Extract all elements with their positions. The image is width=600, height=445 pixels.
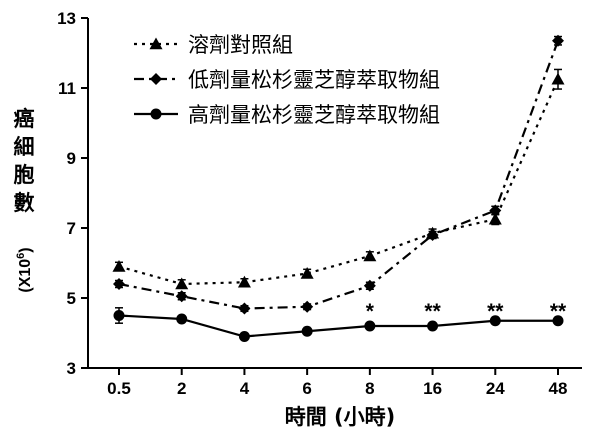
data-point: [489, 204, 502, 217]
significance-marker: *: [366, 300, 375, 323]
legend-marker: [150, 73, 162, 85]
data-point: [112, 260, 126, 272]
y-axis-title-char-1: 癌: [14, 107, 35, 131]
x-tick-label: 24: [486, 379, 505, 398]
x-axis-title: 時間 (小時): [285, 405, 396, 429]
x-tick-label: 6: [302, 379, 311, 398]
data-point: [551, 72, 565, 85]
y-axis-title: 癌 細 胞 數: [14, 107, 35, 215]
x-tick-label: 48: [549, 379, 568, 398]
y-axis-title-char-3: 胞: [14, 163, 35, 187]
series-2: [113, 34, 564, 315]
legend-item-2: 低劑量松杉靈芝醇萃取物組: [134, 68, 440, 92]
data-point: [301, 325, 313, 337]
y-tick-label: 11: [58, 79, 76, 98]
significance-marker: **: [424, 300, 441, 323]
significance-marker: **: [487, 300, 504, 323]
series-line: [118, 40, 560, 310]
significance-marker: **: [550, 300, 567, 323]
y-tick-label: 13: [57, 9, 76, 28]
legend-item-1: 溶劑對照組: [134, 33, 293, 57]
data-point: [238, 302, 251, 315]
y-axis-unit-prefix: (X10: [17, 259, 34, 293]
y-axis-unit-exponent: 6: [15, 253, 27, 259]
y-tick-label: 3: [67, 359, 76, 378]
legend-label: 溶劑對照組: [188, 33, 293, 57]
y-tick-label: 9: [67, 149, 76, 168]
y-axis-title-char-4: 數: [14, 191, 35, 215]
series-line: [118, 314, 558, 338]
data-point: [237, 275, 251, 288]
legend-marker: [149, 37, 163, 50]
data-point: [113, 278, 125, 290]
series-line: [118, 78, 560, 286]
y-axis-unit-suffix: ): [17, 247, 34, 252]
legend-label: 高劑量松杉靈芝醇萃取物組: [188, 103, 440, 127]
data-point: [363, 249, 377, 262]
legend-marker: [150, 108, 162, 120]
data-point: [300, 267, 314, 279]
x-tick-label: 0.5: [107, 379, 131, 398]
legend-item-3: 高劑量松杉靈芝醇萃取物組: [134, 103, 440, 127]
data-point: [176, 313, 188, 325]
series-1: [112, 68, 565, 290]
data-point: [552, 315, 564, 327]
data-point: [301, 300, 314, 313]
series-3: [113, 307, 564, 342]
data-point: [489, 315, 501, 327]
data-point: [552, 34, 564, 47]
legend-label: 低劑量松杉靈芝醇萃取物組: [188, 68, 440, 92]
data-point: [113, 310, 125, 321]
y-tick-label: 5: [67, 289, 76, 308]
y-tick-label: 7: [67, 219, 76, 238]
y-axis-title-char-2: 細: [14, 135, 35, 159]
x-tick-label: 16: [423, 379, 442, 398]
data-point: [175, 290, 188, 303]
x-tick-label: 8: [365, 379, 374, 398]
y-axis-unit: (X106): [15, 247, 34, 292]
data-point: [488, 212, 502, 225]
x-tick-label: 2: [177, 379, 186, 398]
data-point: [363, 279, 376, 292]
data-point: [426, 229, 439, 241]
data-point: [364, 320, 376, 332]
x-tick-label: 4: [240, 379, 250, 398]
data-point: [175, 277, 189, 290]
data-point: [427, 320, 439, 332]
data-point: [238, 331, 250, 342]
